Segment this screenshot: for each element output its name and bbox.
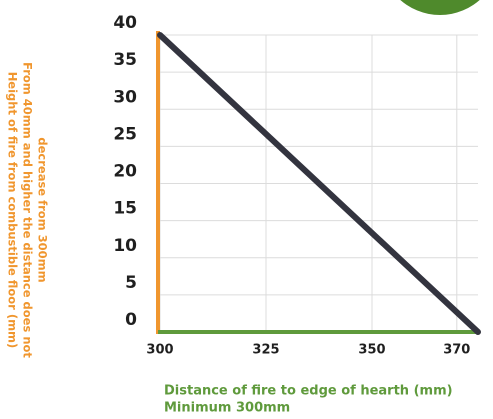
y-axis-label: Height of fire from combustible floor (m…: [6, 72, 20, 349]
x-tick-label: 370: [443, 343, 470, 358]
y-tick-label: 40: [113, 13, 137, 33]
y-tick-label: 35: [113, 50, 137, 70]
y-tick-label: 20: [113, 162, 137, 182]
y-tick-label: 10: [113, 236, 137, 256]
x-axis-label: Minimum 300mm: [164, 401, 290, 416]
y-tick-label: 25: [113, 124, 137, 144]
y-tick-label: 0: [125, 310, 137, 330]
decoration: [400, 0, 480, 15]
y-axis-label: From 40mm and higher the distance does n…: [21, 62, 35, 358]
y-tick-label: 30: [113, 87, 137, 107]
x-axis-label: Distance of fire to edge of hearth (mm): [164, 384, 453, 399]
y-tick-label: 5: [125, 273, 137, 293]
x-tick-label: 300: [146, 343, 173, 358]
y-axis-label: decrease from 300mm: [36, 137, 50, 282]
data-line: [157, 32, 481, 335]
y-tick-label: 15: [113, 199, 137, 219]
x-tick-label: 325: [252, 343, 279, 358]
x-tick-label: 350: [358, 343, 385, 358]
